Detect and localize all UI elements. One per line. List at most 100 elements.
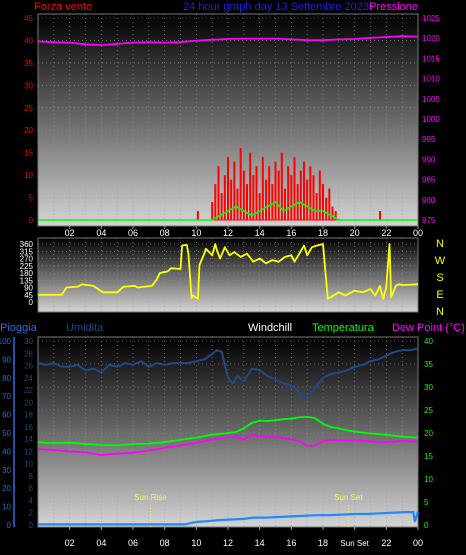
rain-y-tick-label: 16 [24,423,33,432]
direction-y-tick-label: 360 [20,240,34,249]
chart-title: 24 hour graph day 13 Settembre 2023 [183,1,369,13]
wind-axis-title: Forza vento [34,1,92,13]
humidity-y-tick-label: 10 [2,503,11,512]
wind-series [37,35,419,221]
x-tick-label: 16 [286,228,296,238]
humidity-y-tick-label: 0 [7,521,12,530]
pressure-y-tick-label: 975 [422,216,436,225]
x-tick-label: 12 [223,228,233,238]
x-tick-label: 06 [128,538,138,548]
pressure-axis-title: Pressione [369,1,418,13]
temperature-y-tick-label: 0 [424,521,429,530]
humidity-y-tick-label: 30 [2,466,11,475]
dewpoint-legend: Dew Point (°C) [392,322,465,334]
x-tick-label: 10 [191,538,201,548]
pressure-line [37,35,419,46]
direction-y-tick-label: 270 [20,255,34,264]
x-tick-label: 14 [255,538,265,548]
compass-label: N [436,238,444,250]
pressure-y-tick-label: 995 [422,135,436,144]
rain-y-tick-label: 0 [29,521,34,530]
temperature-axes: 0102030405060708090100024681012141618202… [0,337,433,548]
rain-y-tick-label: 2 [29,509,34,518]
x-tick-label: 10 [191,228,201,238]
pressure-y-tick-label: 1025 [422,14,440,23]
humidity-y-tick-label: 90 [2,355,11,364]
direction-y-tick-label: 315 [20,247,34,256]
wind-y-tick-label: 45 [24,14,33,23]
pressure-y-tick-label: 1005 [422,95,440,104]
wind-y-tick-label: 40 [24,36,33,45]
x-tick-label: 14 [255,228,265,238]
wind-y-tick-label: 25 [24,104,33,113]
temperature-y-tick-label: 10 [424,475,433,484]
x-tick-label: 04 [96,538,106,548]
x-tick-label: 02 [65,538,75,548]
pressure-y-tick-label: 1000 [422,115,440,124]
x-tick-label: 18 [318,228,328,238]
temperature-y-tick-label: 30 [424,383,433,392]
pressure-y-tick-label: 1015 [422,54,440,63]
wind-y-tick-label: 5 [29,194,34,203]
temperature-y-tick-label: 15 [424,452,433,461]
pressure-y-tick-label: 1010 [422,75,440,84]
rain-y-tick-label: 18 [24,411,33,420]
direction-y-tick-label: 225 [20,262,34,271]
wind-axes: 0510152025303540459759809859909951000100… [24,14,440,238]
humidity-y-tick-label: 50 [2,429,11,438]
x-tick-label: 08 [160,228,170,238]
temperature-y-tick-label: 25 [424,406,433,415]
compass-label: E [436,289,443,301]
rain-y-tick-label: 12 [24,447,33,456]
wind-direction-line [38,243,419,300]
rain-y-tick-label: 10 [24,460,33,469]
wind-y-tick-label: 20 [24,126,33,135]
humidity-y-tick-label: 100 [0,337,12,346]
compass-label: S [436,272,443,284]
x-tick-label: 20 [350,228,360,238]
humidity-axis-title: Umidita [66,322,104,334]
pressure-y-tick-label: 985 [422,176,436,185]
x-tick-label: 16 [286,538,296,548]
direction-grid [38,238,418,312]
direction-y-tick-label: 0 [29,298,34,307]
x-tick-label: 22 [381,228,391,238]
direction-y-tick-label: 135 [20,276,34,285]
pressure-y-tick-label: 1020 [422,34,440,43]
dewpoint-line [37,433,419,457]
pressure-y-tick-label: 980 [422,196,436,205]
rain-y-tick-label: 8 [29,472,34,481]
humidity-y-tick-label: 20 [2,484,11,493]
wind-y-tick-label: 15 [24,149,33,158]
compass-label: W [435,255,446,267]
wind-y-tick-label: 30 [24,81,33,90]
gust-line [38,201,418,221]
temperature-legend: Temperatura [312,322,375,334]
humidity-y-tick-label: 70 [2,392,11,401]
direction-y-tick-label: 180 [20,269,34,278]
rain-y-tick-label: 6 [29,484,34,493]
wind-pressure-panel: 0510152025303540459759809859909951000100… [24,1,440,238]
rain-y-tick-label: 24 [24,374,33,383]
humidity-line [37,347,419,399]
humidity-y-tick-label: 40 [2,447,11,456]
windchill-legend: Windchill [248,322,292,334]
x-tick-label: 00 [413,228,423,238]
x-tick-label: 06 [128,228,138,238]
temperature-grid [38,337,418,527]
x-tick-label: 02 [65,228,75,238]
rain-y-tick-label: 22 [24,386,33,395]
direction-y-tick-label: 45 [24,291,33,300]
x-tick-label: 00 [413,538,423,548]
rain-axis-title: Pioggia [0,322,38,334]
x-tick-label: 04 [96,228,106,238]
humidity-y-tick-label: 80 [2,374,11,383]
wind-y-tick-label: 35 [24,59,33,68]
x-tick-label: Sun Set [340,539,369,548]
temperature-y-tick-label: 5 [424,498,429,507]
